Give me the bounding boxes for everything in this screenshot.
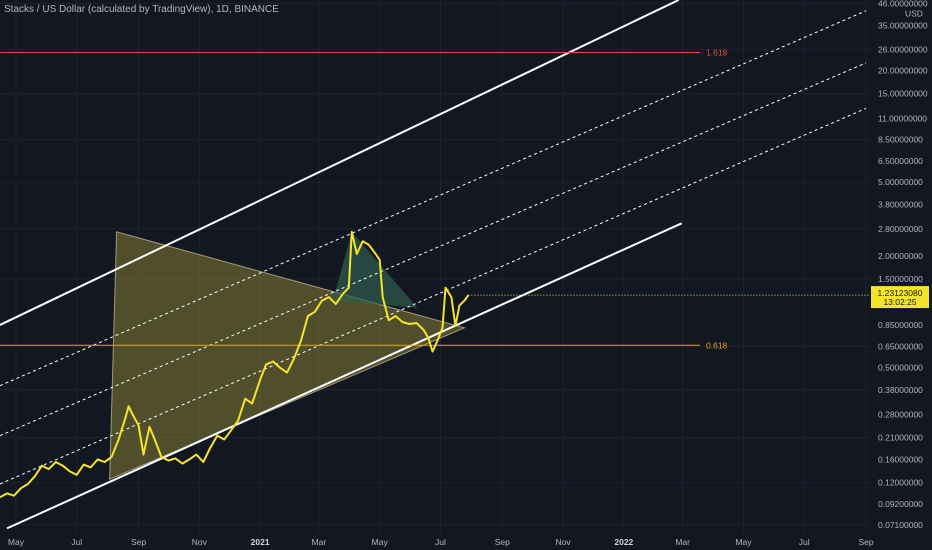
- y-tick-label: 20.00000000: [878, 66, 928, 76]
- symbol-header: Stacks / US Dollar (calculated by Tradin…: [4, 4, 279, 15]
- x-tick-label: Sep: [495, 537, 510, 547]
- x-tick-label: Nov: [555, 537, 571, 547]
- triangle-pattern-large: [109, 231, 466, 481]
- channel-upper-line: [0, 0, 680, 326]
- y-tick-label: 0.38000000: [878, 385, 923, 395]
- fib-levels: 1.618 0.618: [0, 48, 728, 350]
- x-tick-label: Jul: [435, 537, 446, 547]
- drawings-layer: [0, 0, 867, 530]
- x-tick-label: May: [735, 537, 752, 547]
- x-tick-label: Mar: [312, 537, 327, 547]
- price-series: [0, 230, 470, 499]
- y-tick-label: 11.00000000: [878, 114, 927, 124]
- fib-level-label: 0.618: [706, 340, 728, 350]
- channel-inner-line: [0, 62, 867, 437]
- y-tick-label: 2.00000000: [878, 251, 923, 261]
- x-tick-label: 2021: [251, 537, 270, 547]
- y-tick-label: 15.00000000: [878, 89, 928, 99]
- x-tick-label: Mar: [675, 537, 690, 547]
- y-tick-label: 3.80000000: [878, 199, 923, 209]
- y-tick-label: 46.00000000: [878, 0, 928, 8]
- y-tick-label: 5.00000000: [878, 177, 923, 187]
- y-tick-label: 0.21000000: [878, 433, 923, 443]
- y-tick-label: 2.80000000: [878, 224, 923, 234]
- y-tick-label: 26.00000000: [878, 44, 928, 54]
- price-tag-countdown: 13:02:25: [883, 297, 916, 307]
- x-tick-label: Nov: [192, 537, 208, 547]
- x-tick-label: Sep: [858, 537, 873, 547]
- y-tick-label: 0.09200000: [878, 499, 923, 509]
- channel-lower-line: [6, 222, 683, 530]
- y-tick-label: 0.85000000: [878, 320, 923, 330]
- y-tick-label: 8.50000000: [878, 134, 923, 144]
- x-tick-label: Jul: [799, 537, 810, 547]
- y-tick-label: 0.65000000: [878, 342, 923, 352]
- y-tick-label: 0.28000000: [878, 409, 923, 419]
- grid: [0, 0, 870, 532]
- y-tick-label: 0.50000000: [878, 363, 923, 373]
- y-tick-label: 0.16000000: [878, 454, 923, 464]
- price-axis[interactable]: 46.00000000 35.00000000 26.00000000 20.0000…: [878, 0, 928, 530]
- y-tick-label: 0.12000000: [878, 478, 923, 488]
- y-tick-label: 0.07100000: [878, 520, 923, 530]
- price-line: [0, 230, 470, 499]
- y-tick-label: 35.00000000: [878, 20, 928, 30]
- x-tick-label: May: [372, 537, 389, 547]
- fib-level-label: 1.618: [706, 48, 728, 58]
- y-tick-label: 6.50000000: [878, 156, 923, 166]
- y-tick-label: 1.50000000: [878, 274, 923, 284]
- price-tag-box: [871, 286, 929, 309]
- time-axis[interactable]: May Jul Sep Nov 2021 Mar May Jul Sep Nov 2022 Mar Ma…: [8, 537, 874, 547]
- x-tick-label: Jul: [71, 537, 82, 547]
- triangle-pattern-small: [332, 231, 418, 308]
- currency-label: USD: [905, 8, 923, 18]
- channel-median-line: [0, 10, 867, 387]
- x-tick-label: May: [8, 537, 25, 547]
- price-tag-value: 1.23123080: [878, 288, 923, 298]
- channel-inner-line: [0, 107, 867, 485]
- x-tick-label: 2022: [614, 537, 633, 547]
- x-tick-label: Sep: [131, 537, 146, 547]
